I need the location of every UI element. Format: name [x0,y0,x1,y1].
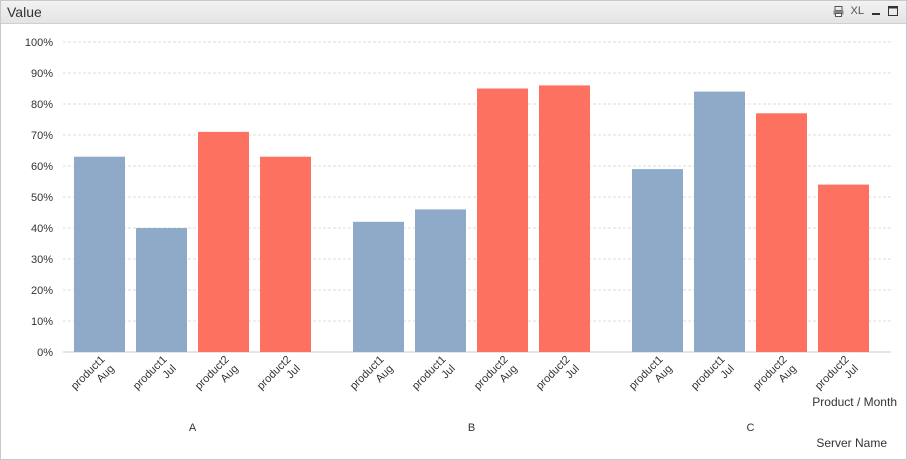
chart-titlebar: Value XL [1,1,906,24]
y-tick-label: 20% [31,285,53,297]
bar-B-product2-Jul[interactable] [539,85,590,353]
group-label: A [189,422,197,434]
y-tick-label: 50% [31,192,53,204]
y-tick-label: 70% [31,130,53,142]
bar-B-product1-Jul[interactable] [415,209,466,352]
x-tick-label: product1Jul [689,354,737,402]
x-tick-label: product1Aug [348,354,396,402]
x-tick-label: product2Jul [255,354,303,402]
x-dimension-label: Product / Month [812,395,897,409]
bar-B-product1-Aug[interactable] [353,221,404,352]
bar-B-product2-Aug[interactable] [477,88,528,353]
bar-A-product2-Jul[interactable] [260,156,311,352]
minimize-icon[interactable] [871,6,881,16]
group-dimension-label: Server Name [816,436,887,450]
x-tick-label: product2Jul [534,354,582,402]
y-tick-label: 40% [31,223,53,235]
x-tick-label: product1Aug [627,354,675,402]
y-tick-label: 60% [31,161,53,173]
bar-C-product1-Jul[interactable] [694,91,745,352]
y-tick-label: 10% [31,316,53,328]
titlebar-tools: XL [833,4,898,18]
bar-C-product2-Jul[interactable] [818,184,869,352]
bar-C-product1-Aug[interactable] [632,169,683,352]
print-icon[interactable] [833,5,844,17]
bar-chart: 0% 10% 20% 30% 40% 50% 60% 70% 80% 90% 100% product… [25,37,897,450]
y-tick-label: 80% [31,99,53,111]
x-tick-label: product1Jul [131,354,179,402]
bar-A-product2-Aug[interactable] [198,131,249,352]
bar-C-product2-Aug[interactable] [756,113,807,352]
y-tick-label: 90% [31,68,53,80]
group-label: B [468,422,475,434]
maximize-icon[interactable] [888,6,898,16]
x-tick-label: product2Aug [193,354,241,402]
bar-A-product1-Aug[interactable] [74,156,125,352]
y-tick-label: 30% [31,254,53,266]
y-tick-label: 0% [37,347,53,359]
bar-A-product1-Jul[interactable] [136,228,187,352]
x-tick-label: product2Aug [751,354,799,402]
excel-export-button[interactable]: XL [850,5,864,17]
chart-title: Value [7,4,42,20]
x-tick-label: product1Jul [410,354,458,402]
group-label: C [747,422,755,434]
x-tick-label: product2Aug [472,354,520,402]
x-tick-label: product1Aug [69,354,117,402]
y-tick-label: 100% [25,37,53,49]
